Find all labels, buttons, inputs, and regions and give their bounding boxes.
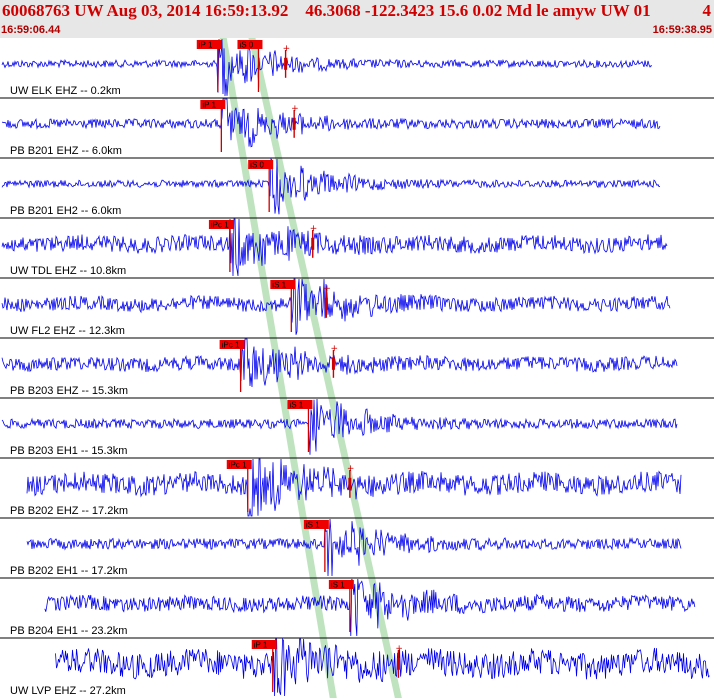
amplitude-pick[interactable]: + (283, 44, 291, 78)
amplitude-box (292, 117, 296, 130)
trace-label: PB B204 EH1 -- 23.2km (10, 625, 127, 637)
phase-pick[interactable]: iS 1 (287, 400, 313, 452)
trace-label: PB B201 EHZ -- 6.0km (10, 145, 122, 157)
page-number: 4 (702, 1, 712, 20)
amplitude-pick[interactable]: + (310, 224, 318, 258)
amplitude-marker: + (395, 644, 403, 654)
amplitude-marker: + (283, 44, 291, 54)
trace-label: UW LVP EHZ -- 27.2km (10, 685, 126, 697)
phase-pick[interactable]: iS 0 (248, 160, 274, 212)
phase-pick[interactable]: iP 1 (251, 640, 277, 692)
trace-0: UW ELK EHZ -- 0.2km (0, 38, 714, 99)
trace-9: PB B204 EH1 -- 23.2km (0, 578, 714, 639)
amplitude-pick[interactable]: + (347, 464, 355, 498)
waveform-line (1, 398, 678, 455)
trace-3: UW TDL EHZ -- 10.8km (0, 218, 714, 279)
amplitude-pick[interactable]: + (291, 104, 299, 138)
amplitude-box (284, 57, 288, 70)
trace-label: UW FL2 EHZ -- 12.3km (10, 325, 125, 337)
amplitude-pick[interactable]: + (395, 644, 403, 678)
phase-pick[interactable]: iP 1 (200, 100, 226, 152)
pick-flag (251, 640, 277, 649)
amplitude-marker: + (323, 284, 331, 294)
amplitude-marker: + (347, 464, 355, 474)
end-time: 16:59:38.95 (652, 24, 712, 36)
phase-pick[interactable]: iPc 1 (226, 460, 252, 512)
seismogram-plot: UW ELK EHZ -- 0.2km PB B201 EHZ -- 6.0km P… (0, 38, 714, 698)
pick-label: iPc 1 (211, 221, 229, 230)
trace-label: PB B203 EH1 -- 15.3km (10, 445, 127, 457)
pick-label: iS 1 (272, 281, 286, 290)
trace-7: PB B202 EHZ -- 17.2km (0, 458, 714, 519)
phase-pick[interactable]: iS 1 (270, 280, 296, 332)
amplitude-box (348, 477, 352, 490)
event-title: 60068763 UW Aug 03, 2014 16:59:13.92 46.… (2, 1, 651, 20)
pick-label: iP 1 (202, 101, 216, 110)
pick-flag (219, 340, 245, 349)
waveform-line (44, 578, 696, 637)
waveform-line (26, 518, 682, 577)
waveform-line (1, 278, 671, 335)
trace-5: PB B203 EHZ -- 15.3km (0, 338, 714, 399)
trace-label: PB B202 EH1 -- 17.2km (10, 565, 127, 577)
trace-10: UW LVP EHZ -- 27.2km (10, 637, 710, 697)
pick-flag (270, 280, 296, 289)
phase-pick[interactable]: iS 0 (237, 40, 263, 92)
pick-label: iP 1 (254, 641, 268, 650)
pick-flag (200, 100, 226, 109)
amplitude-box (324, 297, 328, 310)
trace-2: PB B201 EH2 -- 6.0km (0, 157, 714, 219)
waveform-line (26, 458, 682, 517)
waveform-line (1, 157, 660, 215)
trace-6: PB B203 EH1 -- 15.3km (0, 398, 714, 459)
amplitude-pick[interactable]: + (330, 344, 338, 378)
trace-label: PB B203 EHZ -- 15.3km (10, 385, 128, 397)
phase-pick[interactable]: iS 1 (303, 520, 329, 572)
pick-flag (287, 400, 313, 409)
phase-pick[interactable]: iP 1 (196, 40, 222, 92)
trace-1: PB B201 EHZ -- 6.0km (0, 98, 714, 159)
amplitude-marker: + (291, 104, 299, 114)
pick-label: iS 0 (250, 161, 264, 170)
trace-label: PB B201 EH2 -- 6.0km (10, 205, 121, 217)
trace-4: UW FL2 EHZ -- 12.3km (0, 278, 714, 339)
amplitude-box (311, 237, 315, 250)
pick-label: iS 0 (239, 41, 253, 50)
pick-flag (303, 520, 329, 529)
pick-flag (208, 220, 234, 229)
amplitude-box (331, 357, 335, 370)
amplitude-marker: + (330, 344, 338, 354)
waveform-line (55, 637, 710, 697)
waveform-line (1, 38, 653, 97)
trace-label: UW ELK EHZ -- 0.2km (10, 85, 121, 97)
waveform-line (1, 218, 668, 277)
pick-label: iS 1 (289, 401, 303, 410)
pick-label: iS 1 (306, 521, 320, 530)
pick-flag (237, 40, 263, 49)
trace-label: PB B202 EHZ -- 17.2km (10, 505, 128, 517)
phase-pick[interactable]: iPc 1 (219, 340, 245, 392)
amplitude-box (396, 657, 400, 670)
pick-flag (248, 160, 274, 169)
trace-8: PB B202 EH1 -- 17.2km (0, 518, 714, 579)
waveform-line (1, 98, 661, 148)
pick-label: iS 1 (331, 581, 345, 590)
pick-flag (196, 40, 222, 49)
pick-label: iPc 1 (222, 341, 240, 350)
amplitude-pick[interactable]: + (323, 284, 331, 318)
pick-label: iPc 1 (229, 461, 247, 470)
trace-label: UW TDL EHZ -- 10.8km (10, 265, 126, 277)
waveform-line (1, 338, 678, 388)
pick-label: iP 1 (199, 41, 213, 50)
phase-pick[interactable]: iS 1 (328, 580, 354, 632)
pick-flag (226, 460, 252, 469)
header-bar: 60068763 UW Aug 03, 2014 16:59:13.92 46.… (0, 0, 714, 38)
start-time: 16:59:06.44 (1, 24, 61, 36)
phase-pick[interactable]: iPc 1 (208, 220, 234, 272)
amplitude-marker: + (310, 224, 318, 234)
pick-flag (328, 580, 354, 589)
